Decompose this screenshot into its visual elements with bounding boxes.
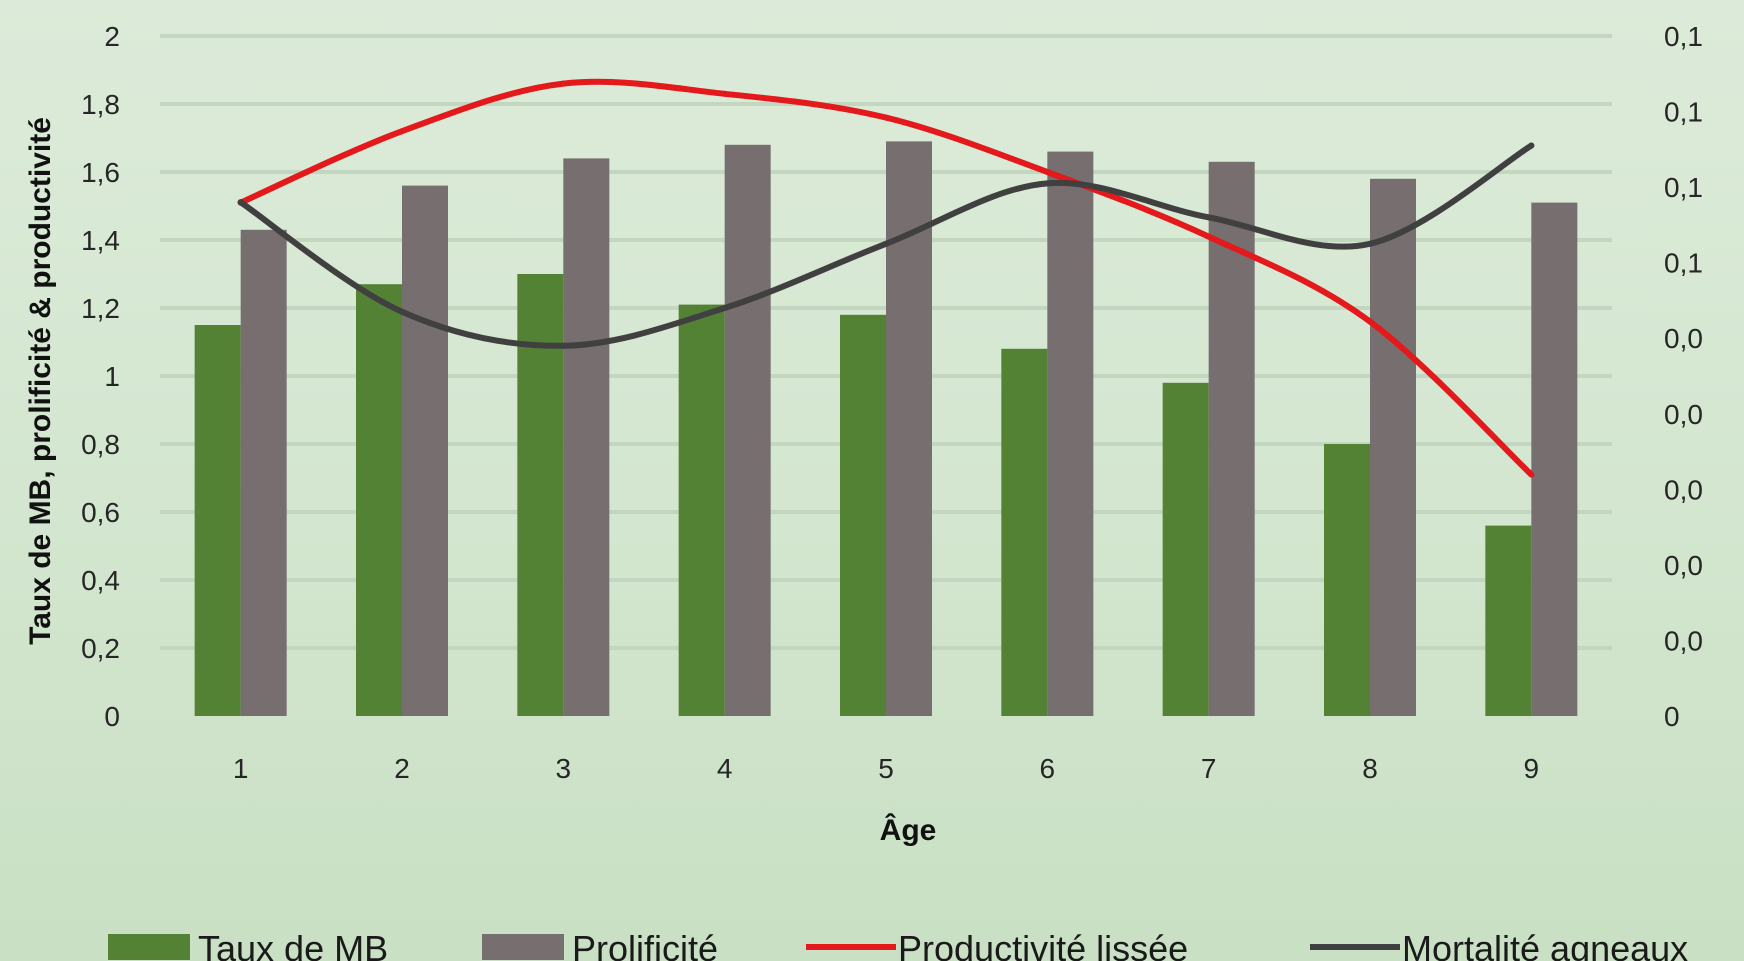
data-point	[1367, 318, 1373, 325]
y-axis-ticks: 0 0,2 0,4 0,6 0,8 1 1,2 1,4 1,6 1,8 2	[81, 21, 120, 732]
series-lines	[237, 78, 1535, 478]
y2-tick-label: 0,0	[1664, 399, 1703, 430]
y2-tick-label: 0,1	[1664, 172, 1703, 203]
data-point	[1528, 471, 1535, 478]
x-tick-label: 3	[556, 753, 572, 784]
legend-prolificite-swatch	[482, 934, 564, 960]
x-tick-label: 9	[1524, 753, 1540, 784]
y2-tick-label: 0,0	[1664, 323, 1703, 354]
y-tick-label: 1,6	[81, 157, 120, 188]
x-tick-label: 4	[717, 753, 733, 784]
data-point	[883, 240, 889, 247]
bar-prolificite	[1370, 178, 1416, 717]
x-tick-label: 6	[1040, 753, 1056, 784]
bar-prolificite	[1531, 202, 1578, 717]
series-line-productivite-lissee	[237, 78, 1535, 478]
x-tick-label: 8	[1362, 753, 1378, 784]
bar-prolificite	[724, 144, 771, 717]
legend-mortalite-agneaux-label: Mortalité agneaux	[1402, 928, 1688, 961]
legend-productivite-lissee-label: Productivité lissée	[898, 928, 1188, 961]
data-point	[560, 80, 567, 87]
bar-taux-de-mb	[840, 314, 886, 716]
bar-prolificite	[402, 185, 448, 717]
data-point	[1044, 169, 1051, 175]
y2-tick-label: 0,0	[1664, 550, 1703, 581]
y-tick-label: 1,4	[81, 225, 120, 256]
bar-taux-de-mb	[1324, 444, 1370, 716]
bar-taux-de-mb	[1001, 348, 1048, 716]
y-axis-title: Taux de MB, prolificité & productivité	[24, 117, 57, 645]
y-tick-label: 2	[104, 21, 120, 52]
y2-axis-ticks: 0 0,0 0,0 0,0 0,0 0,0 0,1 0,1 0,1 0,1	[1664, 21, 1703, 732]
data-point	[721, 90, 728, 97]
y-tick-label: 0,4	[81, 565, 120, 596]
bar-prolificite	[240, 229, 287, 717]
legend-taux-de-mb-label: Taux de MB	[198, 928, 388, 961]
data-point	[1205, 214, 1212, 221]
data-point	[399, 128, 405, 135]
bar-taux-de-mb	[356, 284, 402, 716]
y2-tick-label: 0,0	[1664, 474, 1703, 505]
y-tick-label: 0,2	[81, 633, 120, 664]
y2-tick-label: 0,0	[1664, 625, 1703, 656]
data-point	[1205, 233, 1212, 240]
y-tick-label: 1,8	[81, 89, 120, 120]
x-tick-label: 7	[1201, 753, 1217, 784]
y2-tick-label: 0	[1664, 701, 1680, 732]
bar-taux-de-mb	[1485, 525, 1532, 716]
data-point	[721, 305, 728, 311]
bar-taux-de-mb	[1162, 382, 1209, 716]
bars	[194, 141, 1578, 717]
data-point	[1528, 142, 1535, 149]
x-tick-label: 2	[394, 753, 410, 784]
data-point	[883, 114, 889, 121]
legend-prolificite-label: Prolificité	[572, 928, 718, 961]
data-point	[399, 308, 405, 315]
x-tick-label: 1	[233, 753, 249, 784]
y-tick-label: 0	[104, 701, 120, 732]
x-axis-ticks: 1 2 3 4 5 6 7 8 9	[233, 753, 1539, 784]
bar-prolificite	[1047, 151, 1094, 717]
data-point	[560, 342, 567, 349]
x-tick-label: 5	[878, 753, 894, 784]
legend-taux-de-mb-swatch	[108, 934, 190, 960]
y-tick-label: 0,6	[81, 497, 120, 528]
x-axis-title: Âge	[880, 813, 937, 847]
legend: Taux de MB Prolificité Productivité lissée…	[108, 928, 1688, 961]
y-tick-label: 0,8	[81, 429, 120, 460]
bar-prolificite	[563, 158, 610, 716]
y2-tick-label: 0,1	[1664, 97, 1703, 128]
y2-tick-label: 0,1	[1664, 248, 1703, 279]
bar-taux-de-mb	[678, 304, 725, 716]
bar-taux-de-mb	[517, 274, 564, 716]
y-tick-label: 1,2	[81, 293, 120, 324]
data-point	[1367, 240, 1373, 247]
data-point	[1044, 180, 1051, 187]
bar-taux-de-mb	[194, 325, 241, 716]
y-tick-label: 1	[104, 361, 120, 392]
data-point	[237, 199, 244, 206]
y2-tick-label: 0,1	[1664, 21, 1703, 52]
